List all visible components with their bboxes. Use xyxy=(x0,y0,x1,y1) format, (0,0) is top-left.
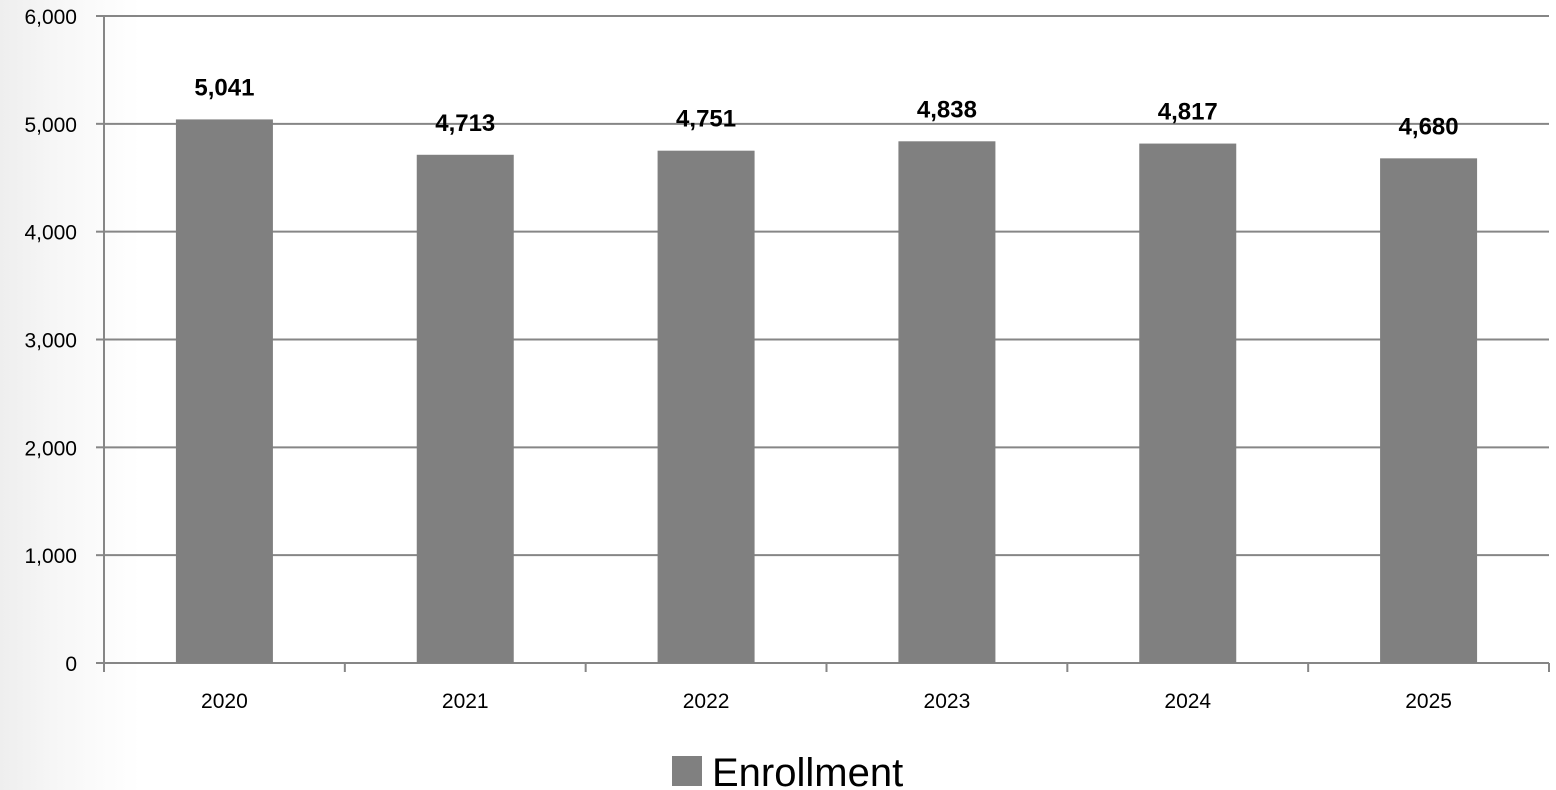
x-tick-label-2021: 2021 xyxy=(442,690,489,713)
x-tick-label-2020: 2020 xyxy=(201,690,248,713)
y-tick-label: 5,000 xyxy=(24,114,77,137)
gridlines xyxy=(104,15,1549,557)
y-tick-label: 4,000 xyxy=(24,222,77,245)
x-tick-label-2023: 2023 xyxy=(924,690,971,713)
y-tick-labels: 0 1,000 2,000 3,000 4,000 5,000 6,000 xyxy=(24,6,77,676)
x-tick-labels: 2020 2021 2022 2023 2024 2025 xyxy=(201,690,1452,713)
bar-2023 xyxy=(898,141,996,663)
data-labels: 5,041 4,713 4,751 4,838 4,817 4,680 xyxy=(194,74,1458,140)
legend-label-enrollment: Enrollment xyxy=(712,751,903,790)
x-tick-label-2025: 2025 xyxy=(1405,690,1452,713)
data-label-2020: 5,041 xyxy=(194,74,254,101)
bar-2024 xyxy=(1139,143,1237,663)
data-label-2021: 4,713 xyxy=(435,110,495,137)
bar-2021 xyxy=(416,154,514,663)
axes xyxy=(96,15,1550,672)
x-tick-label-2024: 2024 xyxy=(1164,690,1211,713)
y-tick-label: 6,000 xyxy=(24,6,77,29)
y-tick-label: 2,000 xyxy=(24,437,77,460)
data-label-2022: 4,751 xyxy=(676,106,736,133)
data-label-2023: 4,838 xyxy=(917,96,977,123)
legend-swatch-enrollment xyxy=(672,756,702,786)
legend: Enrollment xyxy=(672,751,903,790)
bar-2020 xyxy=(175,119,273,663)
data-label-2024: 4,817 xyxy=(1158,99,1218,126)
y-tick-label: 1,000 xyxy=(24,545,77,568)
bars xyxy=(175,119,1478,663)
bar-2022 xyxy=(657,150,755,663)
y-tick-label: 0 xyxy=(65,653,77,676)
x-tick-label-2022: 2022 xyxy=(683,690,730,713)
data-label-2025: 4,680 xyxy=(1399,113,1459,140)
bar-2025 xyxy=(1380,158,1478,663)
y-tick-label: 3,000 xyxy=(24,330,77,353)
